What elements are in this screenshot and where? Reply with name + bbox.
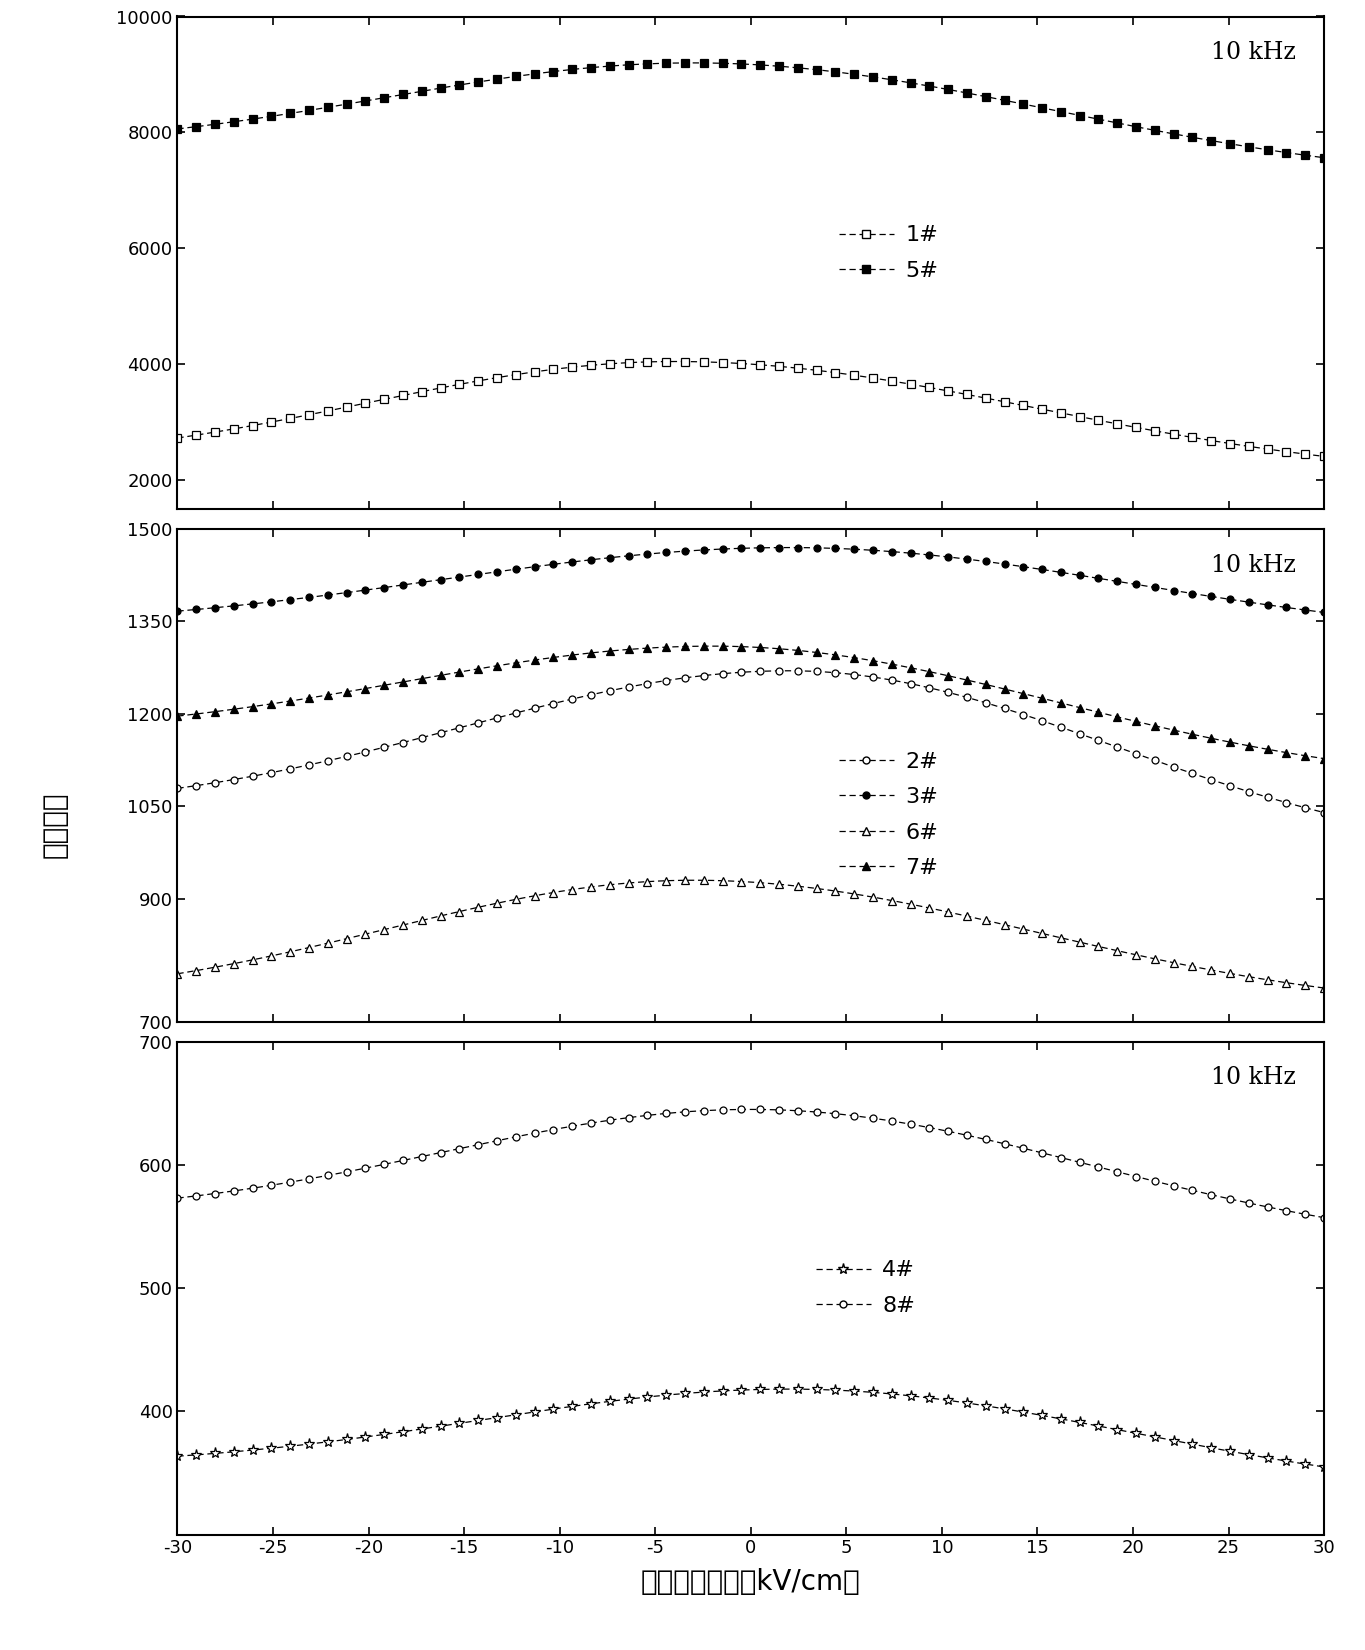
Text: 10 kHz: 10 kHz [1211, 41, 1295, 64]
Text: 10 kHz: 10 kHz [1211, 554, 1295, 578]
Legend: 1#, 5#: 1#, 5# [838, 226, 938, 280]
X-axis label: 直流电场强度（kV/cm）: 直流电场强度（kV/cm） [642, 1569, 860, 1597]
Text: 介电常数: 介电常数 [41, 792, 68, 858]
Legend: 4#, 8#: 4#, 8# [816, 1261, 915, 1315]
Text: 10 kHz: 10 kHz [1211, 1066, 1295, 1089]
Legend: 2#, 3#, 6#, 7#: 2#, 3#, 6#, 7# [838, 752, 938, 878]
